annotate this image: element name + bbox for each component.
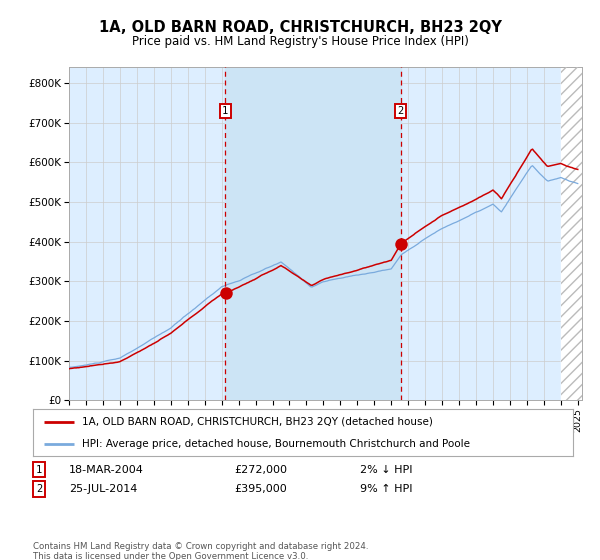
Bar <box>561 67 586 400</box>
Text: 2% ↓ HPI: 2% ↓ HPI <box>360 465 413 474</box>
Text: 1: 1 <box>36 465 42 474</box>
Text: 25-JUL-2014: 25-JUL-2014 <box>69 484 137 494</box>
Text: 1A, OLD BARN ROAD, CHRISTCHURCH, BH23 2QY: 1A, OLD BARN ROAD, CHRISTCHURCH, BH23 2Q… <box>98 20 502 35</box>
Text: £395,000: £395,000 <box>234 484 287 494</box>
Text: Price paid vs. HM Land Registry's House Price Index (HPI): Price paid vs. HM Land Registry's House … <box>131 35 469 48</box>
Text: HPI: Average price, detached house, Bournemouth Christchurch and Poole: HPI: Average price, detached house, Bour… <box>82 438 470 449</box>
Bar <box>225 67 401 400</box>
Text: Contains HM Land Registry data © Crown copyright and database right 2024.
This d: Contains HM Land Registry data © Crown c… <box>33 542 368 560</box>
Bar <box>561 67 586 400</box>
Text: 2: 2 <box>398 106 404 116</box>
Text: 18-MAR-2004: 18-MAR-2004 <box>69 465 144 474</box>
Text: 9% ↑ HPI: 9% ↑ HPI <box>360 484 413 494</box>
Text: 1: 1 <box>222 106 229 116</box>
Text: £272,000: £272,000 <box>234 465 287 474</box>
Text: 2: 2 <box>36 484 42 494</box>
Text: 1A, OLD BARN ROAD, CHRISTCHURCH, BH23 2QY (detached house): 1A, OLD BARN ROAD, CHRISTCHURCH, BH23 2Q… <box>82 417 433 427</box>
